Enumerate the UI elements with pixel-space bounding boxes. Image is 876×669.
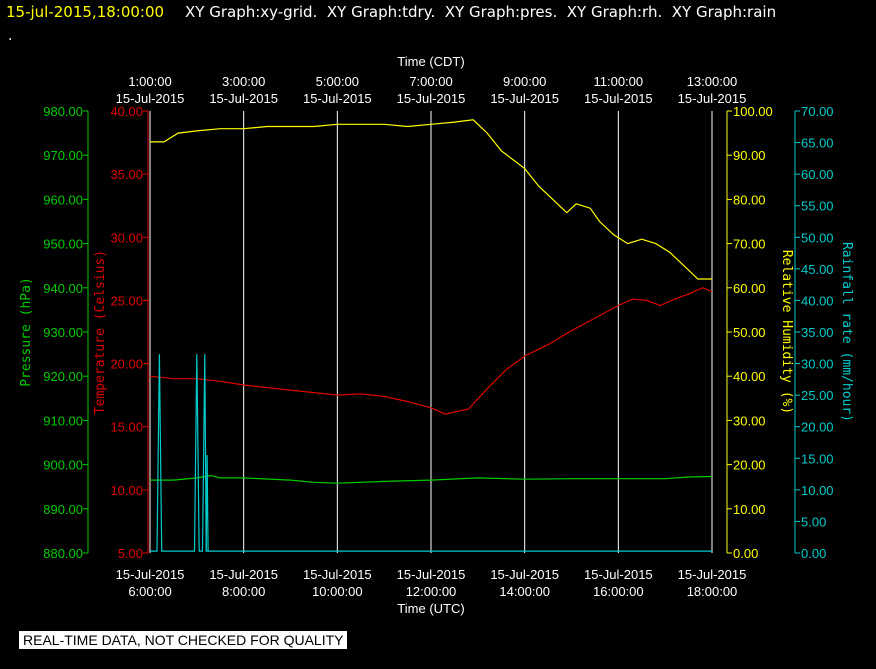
top-tick-time: 3:00:00 [222, 74, 265, 89]
humidity-tick-label: 50.00 [733, 325, 766, 340]
top-tick-time: 5:00:00 [316, 74, 359, 89]
temperature-tick-label: 10.00 [110, 483, 143, 498]
pressure-tick-label: 880.00 [43, 546, 83, 561]
humidity-tick-label: 30.00 [733, 413, 766, 428]
top-tick-time: 7:00:00 [409, 74, 452, 89]
pressure-tick-label: 910.00 [43, 413, 83, 428]
bottom-tick-time: 16:00:00 [593, 584, 644, 599]
rain-tick-label: 70.00 [801, 104, 834, 119]
top-tick-date: 15-Jul-2015 [397, 91, 466, 106]
bottom-tick-date: 15-Jul-2015 [397, 567, 466, 582]
rain-tick-label: 50.00 [801, 230, 834, 245]
quality-warning: REAL-TIME DATA, NOT CHECKED FOR QUALITY [19, 631, 348, 649]
graph-list: XY Graph:xy-grid. XY Graph:tdry. XY Grap… [185, 3, 776, 21]
pressure-tick-label: 900.00 [43, 458, 83, 473]
pressure-tick-label: 950.00 [43, 237, 83, 252]
humidity-tick-label: 10.00 [733, 502, 766, 517]
humidity-axis-label: Relative Humidity (%) [779, 250, 794, 414]
humidity-tick-label: 80.00 [733, 192, 766, 207]
pressure-tick-label: 970.00 [43, 148, 83, 163]
temperature-tick-label: 5.00 [118, 546, 143, 561]
graph-name: XY Graph:xy-grid. [185, 3, 318, 21]
top-tick-time: 11:00:00 [594, 74, 644, 89]
graph-name: XY Graph:pres. [444, 3, 558, 21]
rain-tick-label: 60.00 [801, 167, 834, 182]
top-tick-date: 15-Jul-2015 [209, 91, 278, 106]
temperature-tick-label: 40.00 [110, 104, 143, 119]
rain-series-line [205, 455, 209, 552]
temperature-series-line [149, 287, 713, 415]
temperature-tick-label: 20.00 [110, 357, 143, 372]
pressure-axis-label: Pressure (hPa) [19, 277, 34, 387]
top-tick-date: 15-Jul-2015 [490, 91, 559, 106]
pressure-tick-label: 980.00 [43, 104, 83, 119]
graph-name: XY Graph:rh. [566, 3, 663, 21]
pressure-tick-label: 930.00 [43, 325, 83, 340]
graph-name: XY Graph:rain [671, 3, 777, 21]
rain-tick-label: 25.00 [801, 388, 834, 403]
temperature-tick-label: 25.00 [110, 293, 143, 308]
bottom-axis-label: Time (UTC) [397, 601, 464, 616]
bottom-tick-time: 18:00:00 [687, 584, 738, 599]
humidity-tick-label: 40.00 [733, 369, 766, 384]
bottom-tick-date: 15-Jul-2015 [303, 567, 372, 582]
humidity-tick-label: 100.00 [733, 104, 773, 119]
rain-tick-label: 20.00 [801, 420, 834, 435]
rain-tick-label: 45.00 [801, 262, 834, 277]
top-axis-label: Time (CDT) [397, 54, 464, 69]
top-tick-date: 15-Jul-2015 [116, 91, 185, 106]
top-tick-time: 9:00:00 [503, 74, 546, 89]
temperature-tick-label: 30.00 [110, 230, 143, 245]
pressure-tick-label: 890.00 [43, 502, 83, 517]
top-tick-date: 15-Jul-2015 [584, 91, 653, 106]
temperature-tick-label: 15.00 [110, 420, 143, 435]
top-tick-time: 1:00:00 [128, 74, 171, 89]
rain-tick-label: 30.00 [801, 357, 834, 372]
humidity-tick-label: 20.00 [733, 458, 766, 473]
temperature-axis-label: Temperature (Celsius) [93, 250, 108, 414]
bottom-tick-date: 15-Jul-2015 [490, 567, 559, 582]
top-tick-date: 15-Jul-2015 [303, 91, 372, 106]
rain-tick-label: 5.00 [801, 514, 826, 529]
bottom-tick-time: 8:00:00 [222, 584, 265, 599]
rain-tick-label: 0.00 [801, 546, 826, 561]
humidity-tick-label: 60.00 [733, 281, 766, 296]
rain-tick-label: 35.00 [801, 325, 834, 340]
rain-tick-label: 15.00 [801, 451, 834, 466]
rain-tick-label: 55.00 [801, 199, 834, 214]
bottom-tick-date: 15-Jul-2015 [209, 567, 278, 582]
pressure-tick-label: 940.00 [43, 281, 83, 296]
graph-name: XY Graph:tdry. [326, 3, 436, 21]
dot-marker: . [8, 28, 13, 44]
rain-tick-label: 40.00 [801, 293, 834, 308]
top-tick-time: 13:00:00 [687, 74, 738, 89]
temperature-tick-label: 35.00 [110, 167, 143, 182]
humidity-tick-label: 70.00 [733, 237, 766, 252]
bottom-tick-date: 15-Jul-2015 [116, 567, 185, 582]
humidity-series-line [150, 119, 712, 280]
bottom-tick-date: 15-Jul-2015 [678, 567, 747, 582]
pressure-series-line [150, 474, 713, 484]
humidity-tick-label: 0.00 [733, 546, 758, 561]
rain-tick-label: 65.00 [801, 136, 834, 151]
top-tick-date: 15-Jul-2015 [678, 91, 747, 106]
rain-axis-label: Rainfall rate (mm/hour) [839, 242, 854, 422]
timestamp: 15-jul-2015,18:00:00 [6, 3, 165, 21]
bottom-tick-time: 12:00:00 [406, 584, 457, 599]
bottom-tick-date: 15-Jul-2015 [584, 567, 653, 582]
pressure-tick-label: 960.00 [43, 192, 83, 207]
pressure-tick-label: 920.00 [43, 369, 83, 384]
humidity-tick-label: 90.00 [733, 148, 766, 163]
bottom-tick-time: 10:00:00 [312, 584, 363, 599]
rain-tick-label: 10.00 [801, 483, 834, 498]
bottom-tick-time: 14:00:00 [499, 584, 550, 599]
bottom-tick-time: 6:00:00 [128, 584, 171, 599]
